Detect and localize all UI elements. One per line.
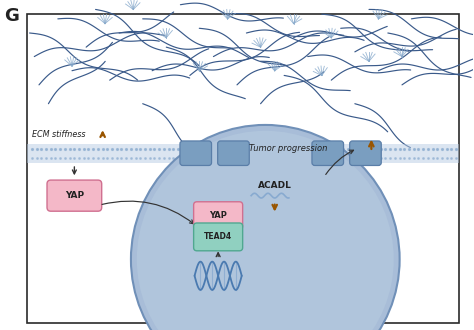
FancyBboxPatch shape [193, 202, 243, 230]
Text: TEAD4: TEAD4 [204, 232, 232, 241]
FancyBboxPatch shape [218, 141, 249, 165]
FancyBboxPatch shape [350, 141, 381, 165]
Text: Tumor progression: Tumor progression [249, 144, 327, 153]
Ellipse shape [137, 131, 394, 330]
FancyBboxPatch shape [180, 141, 211, 165]
FancyBboxPatch shape [47, 180, 102, 211]
FancyBboxPatch shape [193, 223, 243, 251]
Text: ACADL: ACADL [258, 181, 292, 190]
FancyBboxPatch shape [312, 141, 344, 165]
Text: ECM stiffness: ECM stiffness [32, 130, 85, 139]
Text: G: G [4, 7, 18, 25]
Text: YAP: YAP [209, 211, 227, 220]
Ellipse shape [131, 125, 400, 330]
Bar [27, 144, 458, 163]
Text: YAP: YAP [65, 191, 84, 200]
